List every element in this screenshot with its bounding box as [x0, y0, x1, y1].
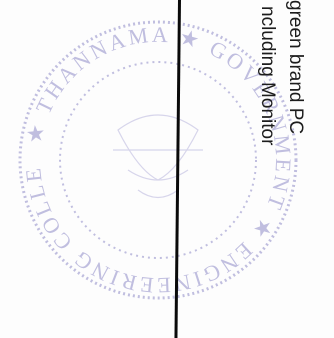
text-line-1: green brand PC	[282, 0, 310, 338]
college-seal-stamp: ★ THANNAMA ★ GOVERNMENT ★ ENGINEERING CO…	[8, 10, 298, 300]
text-line-2-content: ncluding Monitor	[257, 6, 278, 146]
text-line-2: ncluding Monitor	[254, 0, 282, 338]
text-line-1-content: green brand PC	[285, 0, 306, 135]
